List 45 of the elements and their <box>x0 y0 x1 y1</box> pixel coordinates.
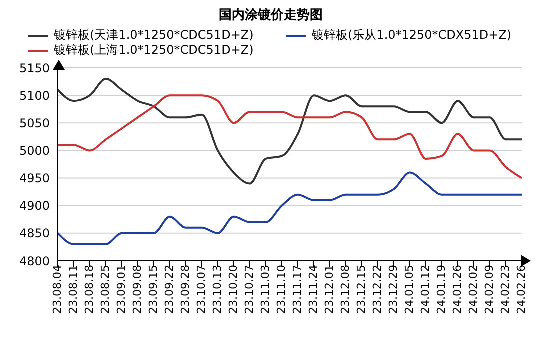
x-tick-label: 24.02.23 <box>498 265 512 314</box>
x-tick-label: 23.12.08 <box>338 265 352 314</box>
x-tick-label: 23.10.20 <box>226 265 240 314</box>
y-tick-label: 4850 <box>19 226 50 241</box>
x-tick-label: 23.10.27 <box>242 265 256 314</box>
legend-label: 镀锌板(乐从1.0*1250*CDX51D+Z) <box>312 28 512 43</box>
x-tick-label: 23.08.25 <box>98 265 112 314</box>
x-tick-label: 23.08.04 <box>50 265 64 314</box>
x-tick-label: 23.12.22 <box>370 265 384 314</box>
x-tick-label: 24.01.26 <box>450 265 464 314</box>
x-tick-label: 24.01.12 <box>418 265 432 314</box>
x-tick-label: 23.11.03 <box>258 265 272 314</box>
y-tick-label: 4950 <box>19 172 50 186</box>
x-tick-label: 23.11.17 <box>290 265 304 314</box>
x-tick-label: 23.09.22 <box>162 265 176 314</box>
y-tick-label: 4900 <box>19 199 50 214</box>
x-tick-label: 23.12.01 <box>322 265 336 314</box>
x-tick-label: 23.10.07 <box>194 265 208 314</box>
x-tick-label: 23.11.24 <box>306 265 320 314</box>
x-tick-label: 24.02.02 <box>466 265 480 314</box>
x-tick-label: 24.01.05 <box>402 265 416 314</box>
x-tick-label: 24.01.19 <box>434 265 448 314</box>
y-tick-label: 5100 <box>19 88 50 103</box>
legend-label: 镀锌板(上海1.0*1250*CDC51D+Z) <box>54 43 254 58</box>
y-tick-label: 5000 <box>19 144 50 158</box>
y-tick-label: 5050 <box>19 116 50 130</box>
x-tick-label: 24.02.09 <box>482 265 496 314</box>
y-tick-label: 4800 <box>19 254 50 268</box>
line-series <box>57 94 523 180</box>
x-tick-label: 24.02.26 <box>514 265 528 314</box>
line-series <box>57 172 523 246</box>
x-tick-label: 23.09.08 <box>130 265 144 314</box>
legend-label: 镀锌板(天津1.0*1250*CDC51D+Z) <box>54 28 254 43</box>
x-tick-label: 23.12.29 <box>386 265 400 314</box>
x-tick-label: 23.11.10 <box>274 265 288 314</box>
x-tick-label: 23.12.15 <box>354 265 368 314</box>
line-series <box>57 78 523 185</box>
x-tick-label: 23.09.15 <box>146 265 160 314</box>
x-tick-label: 23.08.11 <box>66 265 80 314</box>
x-tick-label: 23.09.28 <box>178 265 192 314</box>
y-tick-label: 5150 <box>19 61 50 76</box>
x-tick-label: 23.10.13 <box>210 265 224 314</box>
x-tick-label: 23.09.01 <box>114 265 128 314</box>
chart-title: 国内涂镀价走势图 <box>218 7 324 25</box>
x-tick-label: 23.08.18 <box>82 265 96 314</box>
